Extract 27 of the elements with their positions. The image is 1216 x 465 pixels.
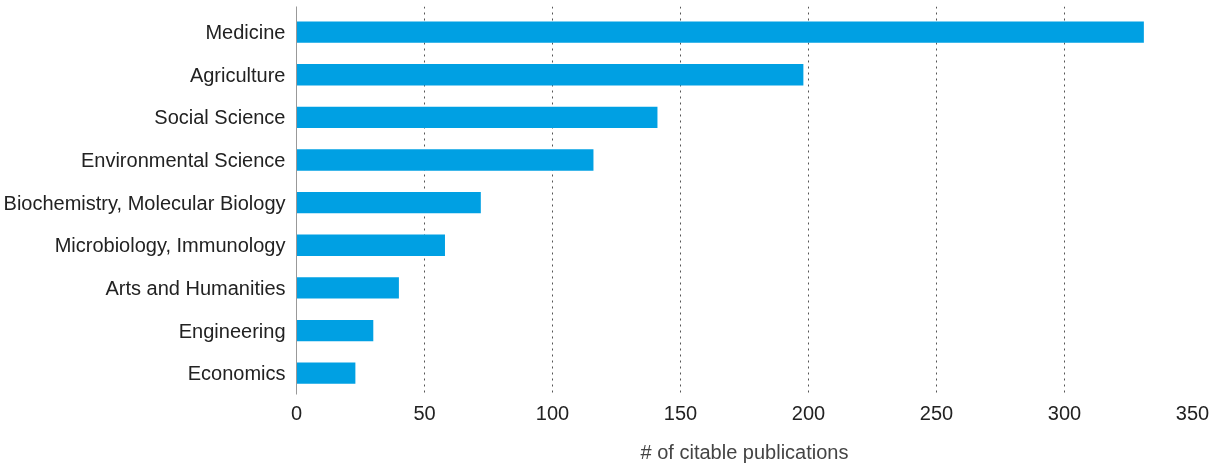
x-tick-label: 150 [663,401,698,424]
bar [296,106,658,129]
y-tick-label: Biochemistry, Molecular Biology [3,191,286,214]
bar [296,277,399,299]
bar [296,191,481,214]
y-tick-label: Engineering [178,319,286,342]
x-tick-label: 350 [1175,401,1210,424]
bar [296,319,374,342]
x-tick-label: 100 [535,401,570,424]
x-tick-label: 250 [919,401,954,424]
y-tick-label: Environmental Science [80,148,286,171]
y-tick-label: Agriculture [189,63,286,86]
bar [296,149,594,171]
x-tick-label: 300 [1047,401,1082,424]
y-tick-label: Medicine [205,21,286,44]
x-axis-title: # of citable publications [640,440,849,463]
bar [296,64,804,86]
x-tick-label: 50 [413,401,436,424]
bar [296,234,445,256]
bar [296,21,1144,43]
bar [296,362,356,384]
x-tick-label: 200 [791,401,826,424]
y-tick-label: Arts and Humanities [105,276,286,299]
y-tick-label: Social Science [154,106,286,129]
x-tick-label: 0 [290,401,303,424]
y-tick-label: Economics [187,362,286,385]
y-tick-label: Microbiology, Immunology [54,234,286,257]
